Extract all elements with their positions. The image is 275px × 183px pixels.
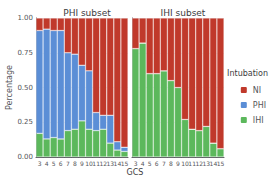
svg-text:4: 4	[141, 160, 145, 167]
svg-text:IHI subset: IHI subset	[161, 8, 206, 18]
svg-text:6: 6	[59, 160, 63, 167]
svg-text:5: 5	[148, 160, 152, 167]
svg-text:3: 3	[38, 160, 42, 167]
html-text:10 11 12 13 14: 10 11 12 13 14	[181, 159, 218, 167]
svg-text:3: 3	[134, 160, 138, 167]
svg-text:1.00: 1.00	[17, 14, 33, 22]
svg-text:9: 9	[176, 160, 180, 167]
svg-text:6: 6	[155, 160, 159, 167]
svg-text:8: 8	[169, 160, 173, 167]
svg-text:4: 4	[45, 160, 49, 167]
svg-text:8: 8	[73, 160, 77, 167]
svg-text:5: 5	[52, 160, 56, 167]
svg-text:15: 15	[217, 160, 225, 167]
svg-text:Percentage: Percentage	[5, 65, 14, 110]
svg-text:GCS: GCS	[127, 168, 144, 177]
svg-text:7: 7	[162, 160, 166, 167]
svg-text:0.50: 0.50	[17, 84, 33, 92]
svg-text:PHI: PHI	[253, 101, 266, 110]
svg-text:PHI subset: PHI subset	[63, 8, 111, 18]
svg-text:0.75: 0.75	[17, 49, 33, 57]
svg-text:7: 7	[66, 160, 70, 167]
svg-text:NI: NI	[253, 86, 261, 95]
svg-text:0.25: 0.25	[17, 118, 33, 126]
svg-text:15: 15	[121, 160, 129, 167]
html-text:10 11 12 13 14: 10 11 12 13 14	[85, 159, 122, 167]
svg-text:Intubation: Intubation	[227, 69, 268, 78]
svg-text:9: 9	[80, 160, 84, 167]
svg-text:0.00: 0.00	[17, 153, 33, 161]
svg-text:IHI: IHI	[253, 116, 264, 125]
